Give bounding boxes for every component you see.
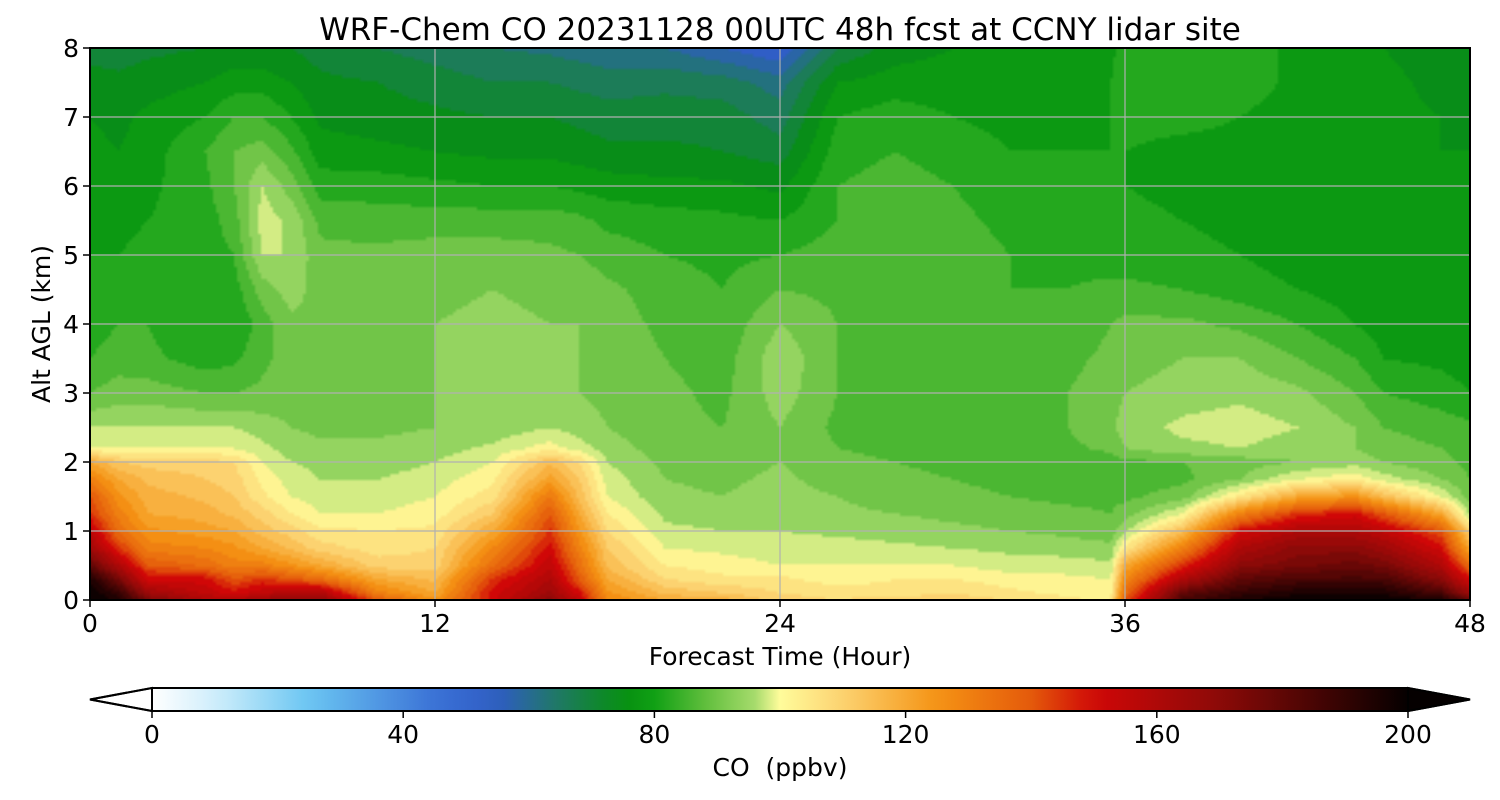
colorbar-body — [152, 688, 1408, 711]
colorbar: 0 40 80 120 160 200 CO (ppbv) — [89, 686, 1471, 782]
colorbar-tick-label: 0 — [144, 720, 160, 749]
gridlines — [90, 48, 1470, 600]
colorbar-tick-label: 200 — [1384, 720, 1432, 749]
y-tick-label: 6 — [63, 172, 79, 201]
colorbar-extend-high — [1407, 686, 1471, 713]
y-tick-label: 5 — [63, 241, 79, 270]
x-tick-label: 36 — [1109, 609, 1141, 638]
y-tick-label: 7 — [63, 103, 79, 132]
x-tick-label: 12 — [419, 609, 451, 638]
x-tick-label: 48 — [1454, 609, 1486, 638]
x-tick-label: 24 — [764, 609, 796, 638]
x-axis-label: Forecast Time (Hour) — [649, 642, 912, 671]
x-tick-label: 0 — [82, 609, 98, 638]
y-tick-label: 4 — [63, 310, 79, 339]
y-tick-label: 2 — [63, 448, 79, 477]
x-axis-ticks: 0 12 24 36 48 — [82, 600, 1486, 638]
colorbar-tick-label: 160 — [1133, 720, 1181, 749]
chart-title: WRF-Chem CO 20231128 00UTC 48h fcst at C… — [319, 12, 1241, 48]
colorbar-label: CO (ppbv) — [713, 753, 848, 782]
colorbar-tick-label: 40 — [387, 720, 419, 749]
colorbar-tick-label: 80 — [638, 720, 670, 749]
y-axis-label: Alt AGL (km) — [27, 245, 56, 403]
y-axis-ticks: 0 1 2 3 4 5 6 7 8 — [63, 34, 90, 615]
colorbar-tick-label: 120 — [882, 720, 930, 749]
y-tick-label: 0 — [63, 586, 79, 615]
plot-area — [89, 47, 1471, 601]
colorbar-ticks: 0 40 80 120 160 200 — [144, 711, 1432, 749]
y-tick-label: 3 — [63, 379, 79, 408]
y-tick-label: 1 — [63, 517, 79, 546]
colorbar-extend-low — [89, 686, 153, 713]
y-tick-label: 8 — [63, 34, 79, 63]
